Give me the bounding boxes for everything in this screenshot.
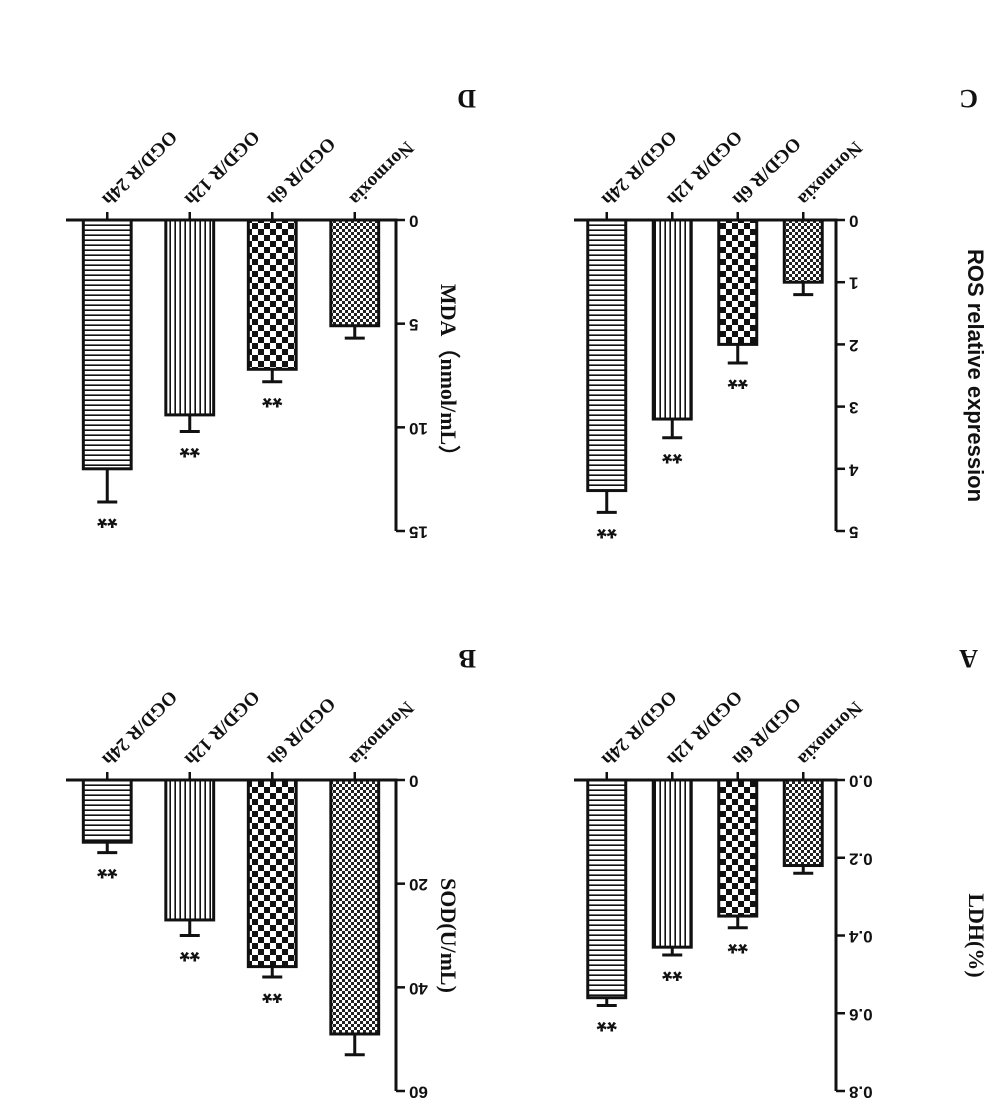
significance-marker: ** [727,930,748,960]
bar-normoxia [782,218,824,284]
x-category-label: Normoxia [345,137,418,210]
panel-label-a: A [959,644,978,673]
significance-marker: ** [96,504,117,534]
significance-marker: ** [179,938,200,968]
panel-label-c: C [959,84,978,113]
y-axis-title: LDH(%) [964,893,989,977]
y-tick-label: 0.0 [849,772,873,791]
bar-ogd-r-12h [651,218,693,421]
y-tick-label: 60 [409,1083,428,1102]
significance-marker: ** [261,979,282,1009]
y-axis-title: MDA（nmol/mL） [436,284,461,467]
panel-label-d: D [457,84,476,113]
y-tick-label: 5 [849,523,858,542]
bar-ogd-r-24h [81,778,133,844]
y-tick-label: 0 [409,772,418,791]
bar-normoxia [782,778,824,868]
y-axis-title: ROS relative expression [963,249,988,502]
bar-ogd-r-6h [246,218,298,371]
bar-normoxia [329,778,381,1036]
bar-ogd-r-6h [246,778,298,969]
y-tick-label: 0.8 [849,1083,873,1102]
x-category-label: OGD/R 24h [97,686,180,769]
bar-ogd-r-12h [164,218,216,417]
significance-marker: ** [596,1007,617,1037]
significance-marker: ** [179,433,200,463]
y-tick-label: 15 [409,523,428,542]
panel-label-b: B [459,644,476,673]
y-tick-label: 0.2 [849,849,873,868]
y-tick-label: 0 [409,212,418,231]
x-category-label: OGD/R 24h [97,126,180,209]
bar-ogd-r-12h [651,778,693,949]
y-tick-label: 0.4 [848,927,872,946]
bar-ogd-r-24h [81,218,133,471]
bar-ogd-r-6h [717,778,759,918]
y-tick-label: 10 [409,419,428,438]
significance-marker: ** [727,365,748,395]
x-category-label: OGD/R 6h [262,133,339,210]
y-tick-label: 2 [849,336,858,355]
bar-normoxia [329,218,381,328]
significance-marker: ** [96,855,117,885]
x-category-label: OGD/R 12h [180,686,263,769]
y-tick-label: 3 [849,398,858,417]
x-category-label: OGD/R 12h [180,126,263,209]
x-category-label: OGD/R 6h [262,693,339,770]
chart-panel-d: D MDA（nmol/mL） 0 5 10 15 Normoxia ** OGD/R 6h ** O… [66,84,476,542]
bar-ogd-r-12h [164,778,216,922]
y-tick-label: 0 [849,212,858,231]
chart-panel-b: B SOD(U/mL) 0 20 40 60 Normoxia ** OGD/R 6h ** OGD… [66,644,476,1102]
bar-ogd-r-24h [586,218,628,493]
y-tick-label: 20 [409,875,428,894]
significance-marker: ** [661,957,682,987]
significance-marker: ** [596,514,617,544]
bar-ogd-r-24h [586,778,628,1000]
y-tick-label: 0.6 [849,1005,873,1024]
significance-marker: ** [261,384,282,414]
y-tick-label: 5 [409,315,418,334]
y-axis-title: SOD(U/mL) [436,878,461,993]
significance-marker: ** [661,440,682,470]
y-tick-label: 4 [848,460,858,479]
y-tick-label: 40 [409,979,428,998]
x-category-label: Normoxia [345,697,418,770]
bar-ogd-r-6h [717,218,759,346]
y-tick-label: 1 [849,274,858,293]
